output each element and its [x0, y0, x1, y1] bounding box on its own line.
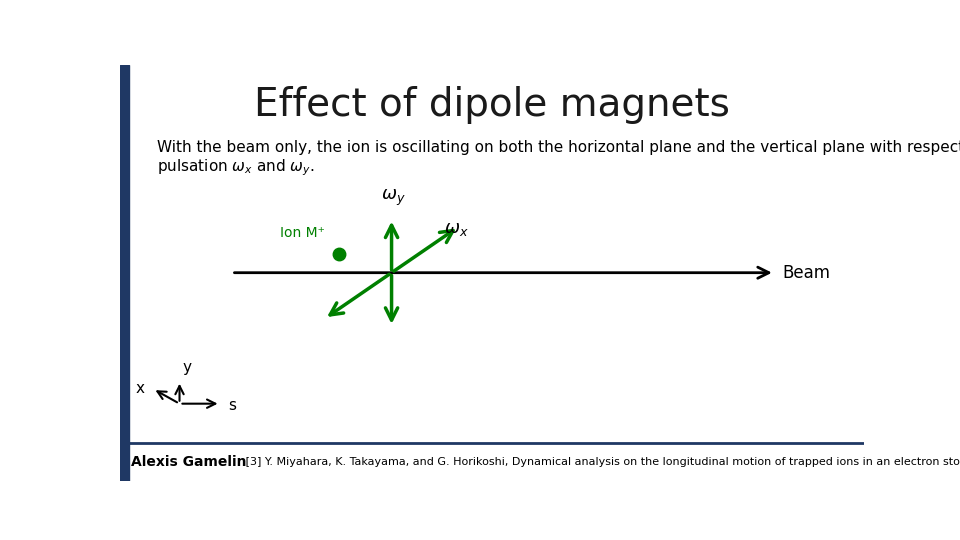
Text: With the beam only, the ion is oscillating on both the horizontal plane and the : With the beam only, the ion is oscillati… — [157, 140, 960, 178]
Text: Ion M⁺: Ion M⁺ — [280, 226, 324, 240]
Text: y: y — [182, 360, 191, 375]
Text: s: s — [228, 399, 236, 413]
Text: Alexis Gamelin: Alexis Gamelin — [132, 455, 247, 469]
Text: Beam: Beam — [782, 264, 830, 282]
Text: Effect of dipole magnets: Effect of dipole magnets — [254, 85, 730, 124]
Text: x: x — [135, 381, 144, 396]
Text: $\omega_y$: $\omega_y$ — [381, 188, 406, 208]
Text: [3] Y. Miyahara, K. Takayama, and G. Horikoshi, Dynamical analysis on the longit: [3] Y. Miyahara, K. Takayama, and G. Hor… — [235, 457, 960, 467]
Text: $\omega_x$: $\omega_x$ — [444, 220, 468, 238]
Bar — [120, 65, 129, 481]
